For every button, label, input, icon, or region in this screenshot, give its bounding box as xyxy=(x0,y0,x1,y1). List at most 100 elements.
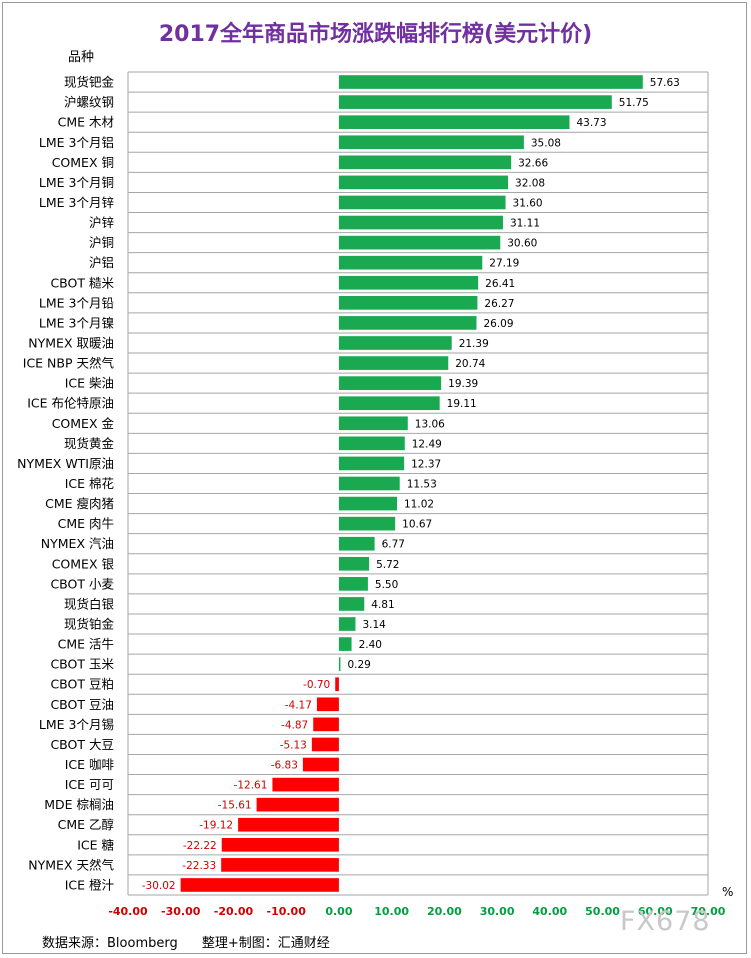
x-tick-label: 50.00 xyxy=(585,905,620,918)
category-label: 现货钯金 xyxy=(64,75,115,90)
category-label: CME 肉牛 xyxy=(58,516,114,531)
bar xyxy=(338,436,405,451)
category-label: CBOT 豆粕 xyxy=(50,677,114,692)
category-label: CME 乙醇 xyxy=(58,817,114,832)
bars xyxy=(180,75,643,892)
bar xyxy=(272,777,339,792)
data-label: -0.70 xyxy=(303,679,330,691)
category-label: 沪铜 xyxy=(89,235,114,250)
data-label: 5.72 xyxy=(376,559,399,571)
category-label: 现货白银 xyxy=(64,596,115,611)
data-label: 19.11 xyxy=(447,398,477,410)
bar xyxy=(338,376,442,390)
category-label: COMEX 金 xyxy=(52,416,115,431)
category-label: LME 3个月镍 xyxy=(39,315,114,330)
bar xyxy=(338,215,503,230)
category-label: LME 3个月铜 xyxy=(39,175,114,190)
bar xyxy=(338,235,501,250)
category-label: CBOT 豆油 xyxy=(50,697,114,712)
bar xyxy=(180,878,339,892)
bar xyxy=(338,617,356,631)
data-label: 4.81 xyxy=(371,599,394,611)
data-label: 11.53 xyxy=(407,479,437,491)
data-label: -4.87 xyxy=(281,719,308,731)
category-label: ICE 柴油 xyxy=(65,376,114,391)
x-tick-label: 60.00 xyxy=(638,905,673,918)
category-axis-title: 品种 xyxy=(68,50,95,65)
category-label: 现货黄金 xyxy=(64,436,115,451)
data-label: -19.12 xyxy=(199,820,233,832)
bar xyxy=(338,416,408,431)
data-label: 6.77 xyxy=(382,539,405,551)
data-label: -30.02 xyxy=(142,880,176,892)
data-label: 57.63 xyxy=(650,77,680,89)
bar xyxy=(338,316,477,330)
category-label: ICE 糖 xyxy=(77,837,114,852)
x-tick-label: -20.00 xyxy=(214,905,254,918)
bar xyxy=(221,837,339,852)
x-tick-label: 10.00 xyxy=(374,905,409,918)
bar xyxy=(338,637,352,651)
data-label: 35.08 xyxy=(531,137,561,149)
bar xyxy=(335,677,339,692)
data-label: 32.66 xyxy=(518,157,548,169)
bar xyxy=(338,195,506,210)
bar xyxy=(338,155,512,170)
category-label: CBOT 糙米 xyxy=(50,275,114,290)
x-tick-label: -30.00 xyxy=(161,905,201,918)
bar xyxy=(316,697,339,712)
data-label: 26.41 xyxy=(485,278,515,290)
bar xyxy=(338,456,405,471)
bar xyxy=(338,336,452,350)
category-label: LME 3个月铝 xyxy=(39,135,114,150)
bar xyxy=(338,657,341,671)
x-tick-label: 30.00 xyxy=(480,905,515,918)
category-label: LME 3个月铅 xyxy=(39,295,114,310)
credit-note: 整理+制图：汇通财经 xyxy=(201,936,330,951)
bar xyxy=(338,556,370,571)
data-label: 12.49 xyxy=(412,438,442,450)
category-label: 现货铂金 xyxy=(64,617,115,632)
data-label: 5.50 xyxy=(375,579,398,591)
x-tick-label: 70.00 xyxy=(691,905,726,918)
value-axis-unit: % xyxy=(722,885,734,899)
category-label: CBOT 小麦 xyxy=(50,576,114,591)
data-label: 21.39 xyxy=(459,338,489,350)
bar xyxy=(313,717,339,732)
data-label: -5.13 xyxy=(280,739,307,751)
data-label: -4.17 xyxy=(285,699,312,711)
data-label: 20.74 xyxy=(455,358,485,370)
category-label: CME 瘦肉猪 xyxy=(45,496,114,511)
category-label: COMEX 银 xyxy=(52,556,115,571)
bar xyxy=(338,476,400,491)
bar xyxy=(238,817,339,832)
data-label: 19.39 xyxy=(448,378,478,390)
chart-title: 2017全年商品市场涨跌幅排行榜(美元计价) xyxy=(158,22,593,47)
category-label: ICE 棉花 xyxy=(65,476,114,491)
bar xyxy=(338,275,479,290)
bar xyxy=(256,797,339,812)
data-label: 13.06 xyxy=(415,418,445,430)
labels: -40.00 -30.00 -20.00 -10.00 0.00 10.00 20.00 30… xyxy=(17,75,726,918)
bar xyxy=(338,175,509,190)
category-label: 沪锌 xyxy=(89,215,114,230)
category-label: CME 木材 xyxy=(58,115,114,130)
data-label: 0.29 xyxy=(347,659,370,671)
bar xyxy=(338,597,365,611)
category-label: ICE NBP 天然气 xyxy=(23,356,115,371)
source-note: 数据来源：Bloomberg xyxy=(42,936,178,951)
category-label: COMEX 铜 xyxy=(52,155,114,170)
bar xyxy=(338,135,524,150)
data-label: 12.37 xyxy=(411,458,441,470)
category-label: MDE 棕榈油 xyxy=(44,797,114,812)
category-label: CME 活牛 xyxy=(58,637,114,652)
category-label: ICE 咖啡 xyxy=(65,757,115,772)
category-label: CBOT 玉米 xyxy=(50,657,114,672)
category-label: 沪螺纹钢 xyxy=(64,95,114,110)
bar xyxy=(311,737,339,752)
data-label: -6.83 xyxy=(271,760,298,772)
bar xyxy=(221,858,339,872)
bar xyxy=(338,396,440,411)
data-label: 51.75 xyxy=(619,97,649,109)
